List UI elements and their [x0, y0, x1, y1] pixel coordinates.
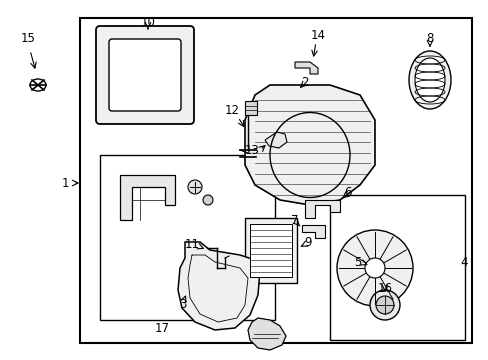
- Polygon shape: [120, 175, 175, 220]
- Polygon shape: [264, 132, 286, 148]
- Polygon shape: [294, 62, 317, 74]
- Bar: [244, 101, 257, 115]
- Polygon shape: [305, 200, 339, 218]
- Circle shape: [375, 296, 393, 314]
- Text: 14: 14: [310, 28, 325, 41]
- Bar: [249, 224, 291, 277]
- Ellipse shape: [30, 79, 46, 91]
- Text: 6: 6: [344, 185, 351, 198]
- Circle shape: [364, 258, 384, 278]
- FancyBboxPatch shape: [96, 26, 194, 124]
- Bar: [80, 18, 471, 343]
- Ellipse shape: [414, 58, 444, 102]
- Text: 15: 15: [20, 32, 35, 45]
- Polygon shape: [178, 242, 260, 330]
- Text: 11: 11: [184, 238, 199, 251]
- Text: 2: 2: [301, 76, 308, 89]
- FancyBboxPatch shape: [109, 39, 181, 111]
- Bar: [100, 155, 274, 320]
- Text: 12: 12: [224, 104, 239, 117]
- Text: 10: 10: [140, 15, 155, 28]
- Bar: [329, 195, 464, 340]
- Polygon shape: [302, 225, 325, 238]
- Text: 7: 7: [291, 213, 298, 226]
- Text: 13: 13: [244, 144, 259, 157]
- Text: 8: 8: [426, 32, 433, 45]
- Circle shape: [336, 230, 412, 306]
- Text: 17: 17: [154, 321, 169, 334]
- Bar: [244, 218, 296, 283]
- Circle shape: [369, 290, 399, 320]
- Ellipse shape: [408, 51, 450, 109]
- Text: 9: 9: [304, 235, 311, 248]
- Text: 3: 3: [179, 298, 186, 311]
- Text: 1: 1: [61, 176, 69, 189]
- Circle shape: [187, 180, 202, 194]
- Polygon shape: [247, 318, 285, 350]
- Text: 5: 5: [354, 256, 361, 269]
- Circle shape: [203, 195, 213, 205]
- Polygon shape: [244, 85, 374, 205]
- Text: 4: 4: [459, 256, 467, 269]
- Text: 16: 16: [377, 282, 392, 294]
